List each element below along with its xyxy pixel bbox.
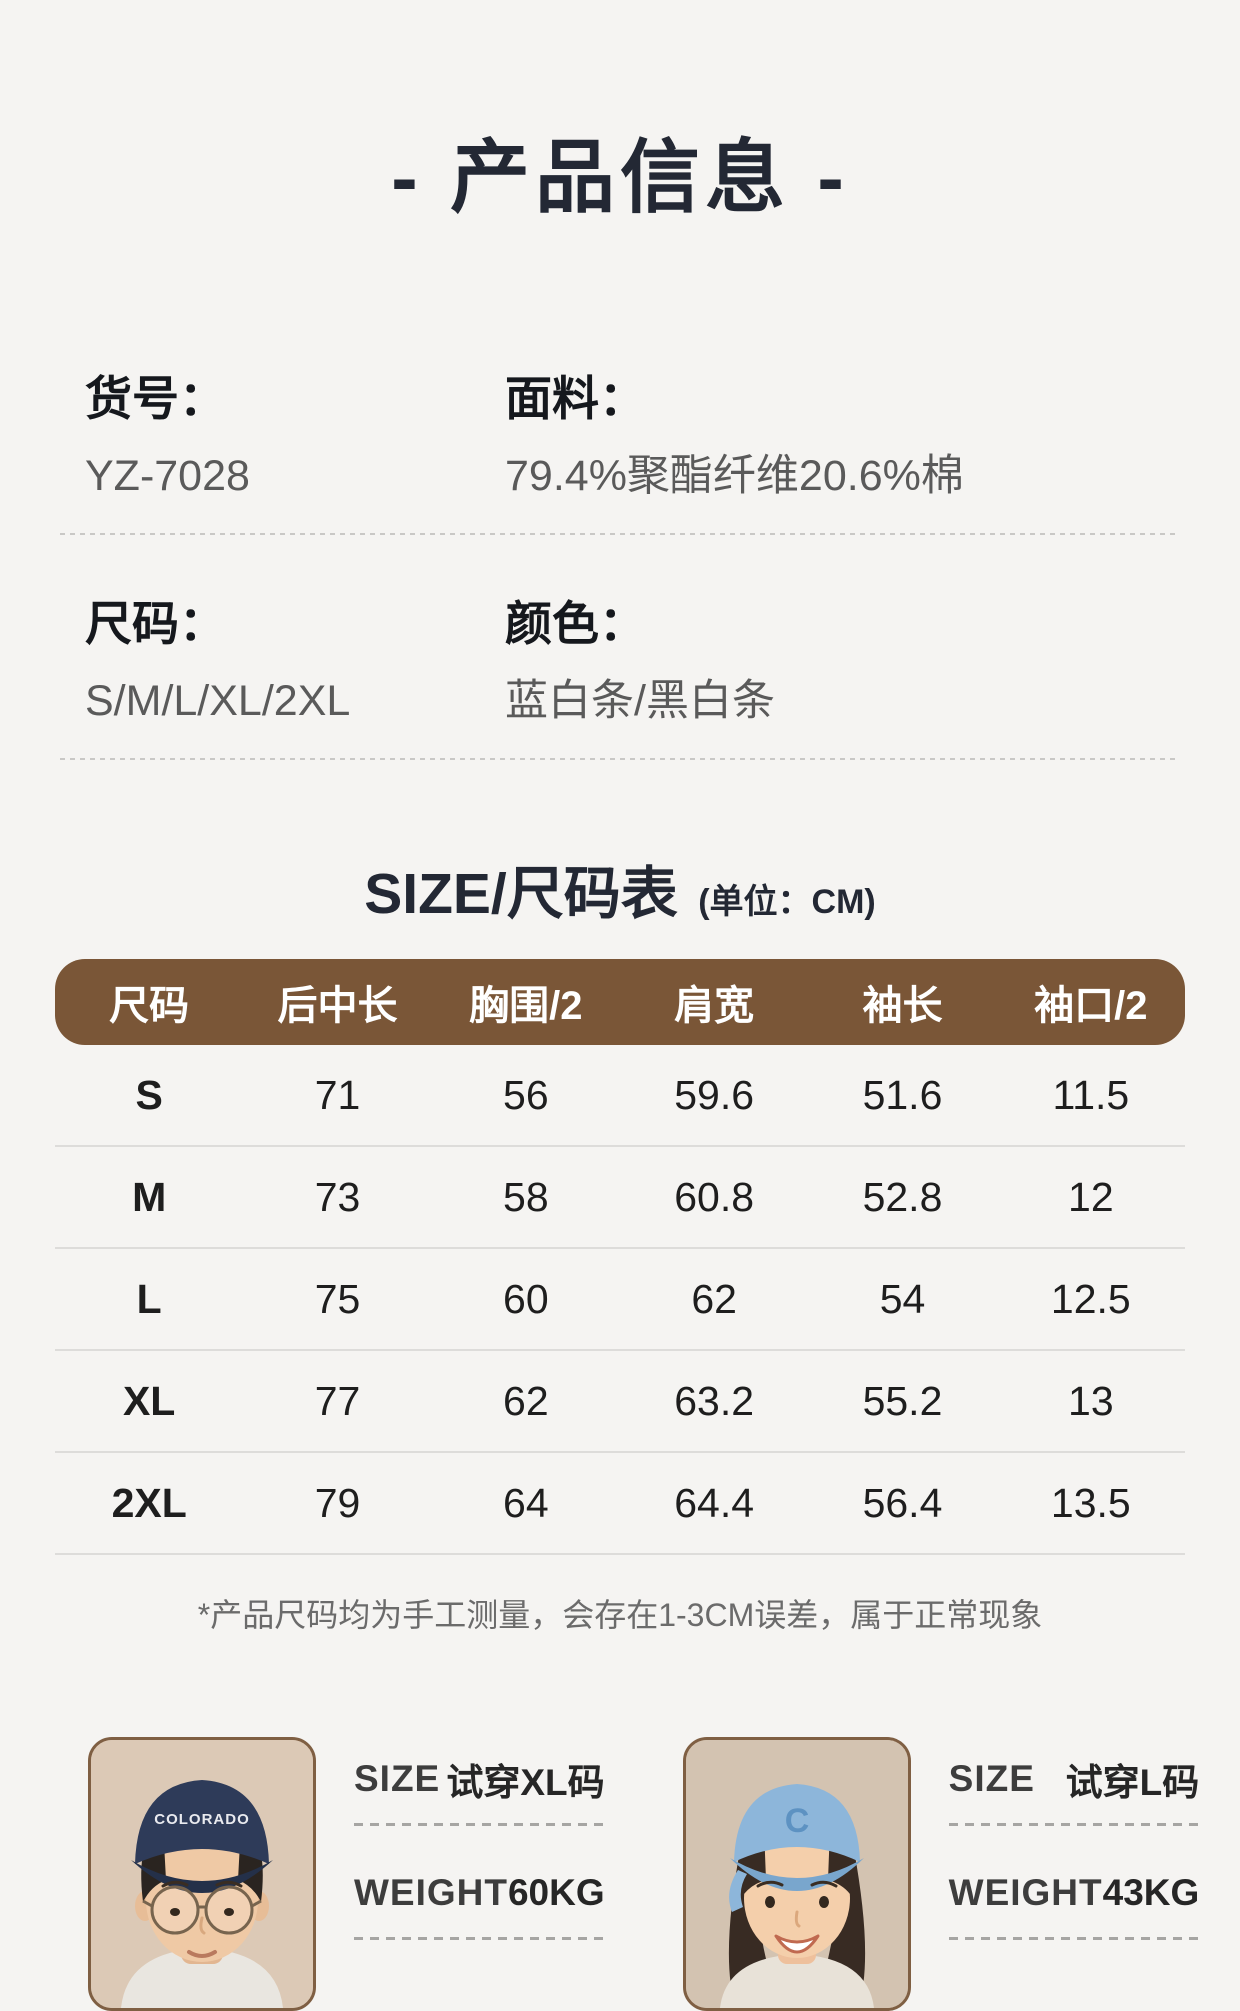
table-cell: 71 (314, 1071, 361, 1118)
size-row: SIZE 试穿XL码 (354, 1757, 605, 1803)
table-cell: XL (122, 1377, 176, 1424)
page-title: - 产品信息 - (391, 133, 849, 222)
table-cell: 75 (314, 1275, 361, 1322)
size-row: SIZE 试穿L码 (948, 1757, 1200, 1803)
table-cell: 60.8 (674, 1173, 755, 1220)
row-divider (55, 1553, 1185, 1555)
product-attributes: 货号： YZ-7028 面料： 79.4%聚酯纤维20.6%棉 尺码： S/M/… (60, 218, 1180, 760)
sizes-label: 尺码： (85, 597, 226, 650)
table-row-l: L 75 60 62 54 12.5 (55, 1249, 1185, 1349)
column-header: 袖口/2 (1034, 984, 1148, 1028)
table-cell: 60 (503, 1275, 549, 1322)
divider (60, 533, 1180, 535)
table-cell: 52.8 (862, 1173, 943, 1220)
table-cell: 56 (503, 1071, 549, 1118)
size-table-header-row: 尺码 后中长 胸围/2 肩宽 袖长 袖口/2 (55, 959, 1185, 1045)
table-cell: 12 (1068, 1173, 1114, 1220)
size-table-title: SIZE/尺码表 (364, 862, 678, 926)
dashed-underline (354, 1823, 605, 1826)
color-value: 蓝白条/黑白条 (505, 677, 775, 725)
column-header: 袖长 (862, 984, 943, 1028)
weight-value: 43KG (1102, 1872, 1200, 1913)
weight-label: WEIGHT (354, 1872, 508, 1913)
table-cell: 13 (1068, 1377, 1114, 1424)
table-cell: 77 (314, 1377, 361, 1424)
measurement-note: *产品尺码均为手工测量，会存在1-3CM误差，属于正常现象 (197, 1597, 1043, 1633)
male-model-photo: COLORADO (88, 1737, 316, 2011)
table-cell: 79 (314, 1479, 361, 1526)
row-divider (55, 1247, 1185, 1249)
fabric-value: 79.4%聚酯纤维20.6%棉 (505, 452, 964, 500)
table-cell: 11.5 (1052, 1071, 1130, 1118)
table-row-s: S 71 56 59.6 51.6 11.5 (55, 1045, 1185, 1145)
female-model-info: SIZE 试穿L码 WEIGHT 43KG (948, 1737, 1200, 2011)
sizes-value: S/M/L/XL/2XL (85, 677, 351, 725)
table-cell: 73 (314, 1173, 361, 1220)
male-avatar-illustration: COLORADO (91, 1740, 313, 2008)
weight-row: WEIGHT 43KG (949, 1871, 1200, 1915)
table-row-xl: XL 77 62 63.2 55.2 13 (55, 1351, 1185, 1451)
dashed-underline (354, 1937, 605, 1940)
table-cell: 64.4 (674, 1479, 755, 1526)
table-cell: 51.6 (862, 1071, 943, 1118)
table-cell: 63.2 (674, 1377, 755, 1424)
column-header: 胸围/2 (469, 984, 583, 1028)
color-label: 颜色： (505, 597, 646, 650)
size-value: 试穿XL码 (446, 1762, 605, 1803)
table-row-m: M 73 58 60.8 52.8 12 (55, 1147, 1185, 1247)
divider (60, 758, 1180, 760)
item-number-label: 货号： (85, 372, 226, 425)
table-cell: 2XL (111, 1479, 187, 1526)
size-table: 尺码 后中长 胸围/2 肩宽 袖长 袖口/2 S 71 56 59.6 51.6… (55, 959, 1185, 1555)
table-cell: 54 (879, 1275, 926, 1322)
column-header: 肩宽 (674, 984, 755, 1028)
female-model-photo: C (682, 1737, 911, 2011)
size-label: SIZE (354, 1758, 441, 1799)
weight-value: 60KG (507, 1872, 605, 1913)
field-item-number: 货号： YZ-7028 (85, 375, 505, 498)
table-cell: M (132, 1173, 167, 1220)
cap-text: C (784, 1802, 809, 1840)
table-cell: 62 (503, 1377, 549, 1424)
row-divider (55, 1145, 1185, 1147)
table-cell: 12.5 (1050, 1275, 1131, 1322)
cap-text: COLORADO (154, 1811, 250, 1828)
table-cell: 13.5 (1050, 1479, 1131, 1526)
table-cell: 59.6 (674, 1071, 755, 1118)
row-divider (55, 1349, 1185, 1351)
table-cell: 56.4 (862, 1479, 943, 1526)
fabric-label: 面料： (505, 372, 646, 425)
row-divider (55, 1451, 1185, 1453)
size-value: 试穿L码 (1065, 1762, 1200, 1803)
weight-row: WEIGHT 60KG (354, 1871, 605, 1915)
female-avatar-illustration: C (685, 1740, 908, 2008)
field-sizes: 尺码： S/M/L/XL/2XL (85, 600, 505, 723)
dashed-underline (948, 1823, 1200, 1826)
column-header: 后中长 (277, 984, 398, 1028)
table-cell: S (135, 1071, 163, 1118)
table-cell: L (136, 1275, 162, 1322)
model-try-on-section: COLORADO SIZE 试穿XL码 WEIGHT (88, 1737, 1200, 2011)
size-table-unit: (单位：CM) (698, 883, 876, 921)
table-cell: 55.2 (862, 1377, 943, 1424)
table-cell: 62 (691, 1275, 737, 1322)
size-table-heading: SIZE/尺码表 (单位：CM) (0, 866, 1240, 923)
size-label: SIZE (948, 1758, 1035, 1799)
column-header: 尺码 (109, 984, 190, 1028)
weight-label: WEIGHT (948, 1872, 1103, 1913)
model-card-male: COLORADO SIZE 试穿XL码 WEIGHT (88, 1737, 605, 2011)
field-color: 颜色： 蓝白条/黑白条 (505, 600, 1180, 723)
model-card-female: C SIZE 试穿L码 WEIGHT 43KG (682, 1737, 1200, 2011)
field-fabric: 面料： 79.4%聚酯纤维20.6%棉 (505, 375, 1180, 498)
item-number-value: YZ-7028 (85, 452, 250, 500)
table-cell: 58 (503, 1173, 549, 1220)
dashed-underline (948, 1937, 1200, 1940)
table-cell: 64 (503, 1479, 549, 1526)
male-model-info: SIZE 试穿XL码 WEIGHT 60KG (354, 1737, 605, 2011)
table-row-2xl: 2XL 79 64 64.4 56.4 13.5 (55, 1453, 1185, 1553)
